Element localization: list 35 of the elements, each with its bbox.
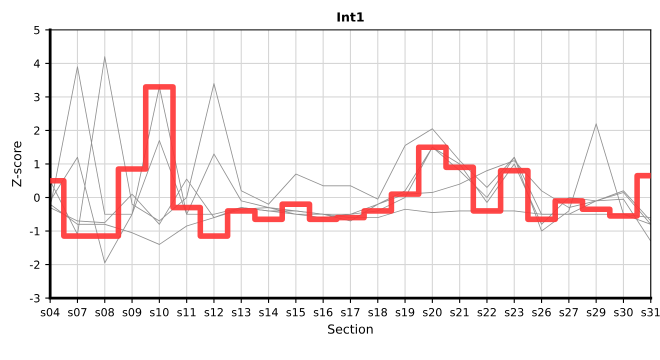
x-tick-label: s13 (232, 308, 250, 316)
x-tick-label: s21 (450, 308, 469, 316)
y-tick-label: -3 (30, 294, 40, 302)
y-tick-label: -2 (30, 260, 40, 269)
x-tick-label: s07 (68, 308, 86, 316)
x-tick-label: s26 (532, 308, 551, 316)
x-tick-label: s10 (150, 308, 169, 316)
x-tick-label: s18 (368, 308, 387, 316)
x-tick-label: s20 (423, 308, 442, 316)
x-tick-label: s30 (614, 308, 633, 316)
x-tick-label: s31 (641, 308, 660, 316)
x-axis-title: Section (328, 324, 373, 334)
y-axis-title: Z-score (12, 141, 22, 187)
y-tick-label: 2 (34, 126, 40, 135)
chart-title: Int1 (338, 12, 364, 22)
y-tick-label: 0 (34, 193, 40, 202)
x-tick-label: s19 (396, 308, 414, 316)
x-tick-label: s14 (259, 308, 278, 316)
x-tick-label: s17 (341, 308, 360, 316)
x-tick-label: s16 (314, 308, 332, 316)
x-tick-label: s23 (504, 308, 524, 316)
x-tick-label: s15 (286, 308, 305, 316)
x-tick-label: s27 (560, 308, 578, 316)
x-tick-label: s12 (204, 308, 223, 316)
y-tick-label: 5 (34, 26, 40, 34)
y-tick-label: 1 (34, 160, 40, 168)
x-tick-label: s22 (478, 308, 496, 316)
y-tick-label: -1 (30, 227, 40, 236)
x-tick-label: s09 (122, 308, 142, 316)
x-tick-label: s29 (586, 308, 606, 316)
y-tick-label: 4 (34, 60, 40, 68)
x-tick-label: s11 (177, 308, 196, 316)
x-tick-label: s08 (95, 308, 114, 316)
x-tick-label: s04 (40, 308, 60, 316)
y-tick-label: 3 (34, 92, 40, 102)
